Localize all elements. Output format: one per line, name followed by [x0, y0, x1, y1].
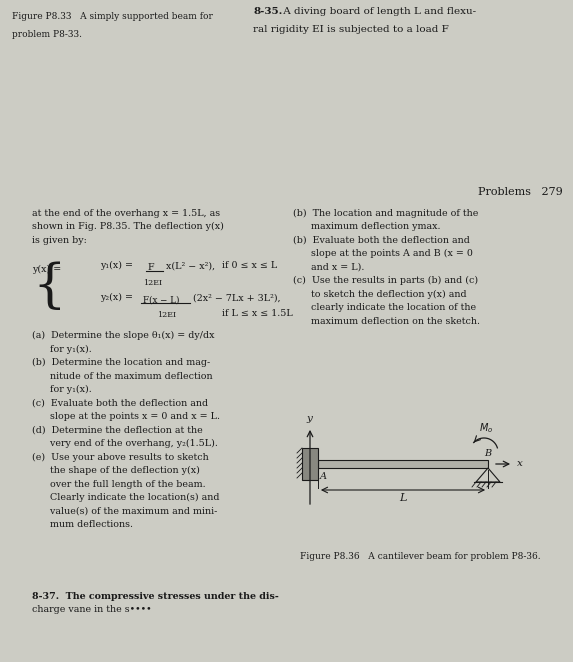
Text: if L ≤ x ≤ 1.5L: if L ≤ x ≤ 1.5L [222, 309, 293, 318]
Text: maximum deflection ymax.: maximum deflection ymax. [293, 222, 441, 231]
Text: over the full length of the beam.: over the full length of the beam. [32, 480, 206, 489]
Text: clearly indicate the location of the: clearly indicate the location of the [293, 303, 476, 312]
Text: is given by:: is given by: [32, 236, 87, 245]
Text: (b)  Determine the location and mag-: (b) Determine the location and mag- [32, 358, 210, 367]
Text: $M_o$: $M_o$ [479, 421, 493, 435]
Text: {: { [32, 261, 66, 312]
Text: problem P8-33.: problem P8-33. [12, 30, 82, 39]
Text: y: y [306, 414, 312, 423]
Text: (c)  Evaluate both the deflection and: (c) Evaluate both the deflection and [32, 399, 208, 408]
Text: and x = L).: and x = L). [293, 263, 364, 271]
Text: y(x) =: y(x) = [32, 265, 61, 274]
Text: for y₁(x).: for y₁(x). [32, 385, 92, 395]
Text: for y₁(x).: for y₁(x). [32, 345, 92, 354]
Text: x: x [517, 459, 523, 469]
Text: A diving board of length L and flexu-: A diving board of length L and flexu- [280, 7, 476, 16]
Text: very end of the overhang, y₂(1.5L).: very end of the overhang, y₂(1.5L). [32, 440, 218, 448]
Text: 12EI: 12EI [143, 279, 162, 287]
Text: at the end of the overhang x = 1.5L, as: at the end of the overhang x = 1.5L, as [32, 209, 220, 218]
Text: mum deflections.: mum deflections. [32, 520, 133, 529]
Text: nitude of the maximum deflection: nitude of the maximum deflection [32, 372, 213, 381]
Text: F(x − L): F(x − L) [143, 295, 179, 305]
Text: B: B [484, 449, 492, 458]
Text: if 0 ≤ x ≤ L: if 0 ≤ x ≤ L [222, 261, 277, 270]
Text: Figure P8.33   A simply supported beam for: Figure P8.33 A simply supported beam for [12, 12, 213, 21]
Text: charge vane in the s••••: charge vane in the s•••• [32, 606, 152, 614]
Text: ral rigidity EI is subjected to a load F: ral rigidity EI is subjected to a load F [253, 25, 449, 34]
Text: value(s) of the maximum and mini-: value(s) of the maximum and mini- [32, 506, 217, 516]
Text: Figure P8.36   A cantilever beam for problem P8-36.: Figure P8.36 A cantilever beam for probl… [300, 552, 540, 561]
Text: Clearly indicate the location(s) and: Clearly indicate the location(s) and [32, 493, 219, 502]
Text: slope at the points x = 0 and x = L.: slope at the points x = 0 and x = L. [32, 412, 220, 421]
Text: y₁(x) =: y₁(x) = [100, 261, 133, 270]
Text: shown in Fig. P8.35. The deflection y(x): shown in Fig. P8.35. The deflection y(x) [32, 222, 224, 231]
Bar [302, 448, 318, 480]
Text: 12EI: 12EI [157, 311, 176, 319]
Text: L: L [399, 493, 407, 503]
Text: F: F [148, 263, 155, 272]
Text: the shape of the deflection y(x): the shape of the deflection y(x) [32, 466, 200, 475]
Text: (a)  Determine the slope θ₁(x) = dy/dx: (a) Determine the slope θ₁(x) = dy/dx [32, 331, 214, 340]
Text: (c)  Use the results in parts (b) and (c): (c) Use the results in parts (b) and (c) [293, 276, 478, 285]
Text: (b)  The location and magnitude of the: (b) The location and magnitude of the [293, 209, 478, 218]
Text: slope at the points A and B (x = 0: slope at the points A and B (x = 0 [293, 249, 473, 258]
Text: (b)  Evaluate both the deflection and: (b) Evaluate both the deflection and [293, 236, 470, 245]
Text: 8-37.  The compressive stresses under the dis-: 8-37. The compressive stresses under the… [32, 592, 278, 601]
Text: x(L² − x²),: x(L² − x²), [166, 261, 215, 270]
Text: (2x² − 7Lx + 3L²),: (2x² − 7Lx + 3L²), [193, 293, 281, 303]
Text: to sketch the deflection y(x) and: to sketch the deflection y(x) and [293, 290, 466, 299]
Text: (e)  Use your above results to sketch: (e) Use your above results to sketch [32, 453, 209, 462]
Text: maximum deflection on the sketch.: maximum deflection on the sketch. [293, 316, 480, 326]
Text: y₂(x) =: y₂(x) = [100, 293, 133, 303]
Bar [318, 460, 488, 468]
Text: 8‐35.: 8‐35. [253, 7, 282, 16]
Text: A: A [320, 472, 327, 481]
Text: (d)  Determine the deflection at the: (d) Determine the deflection at the [32, 426, 203, 435]
Text: Problems   279: Problems 279 [478, 187, 563, 197]
